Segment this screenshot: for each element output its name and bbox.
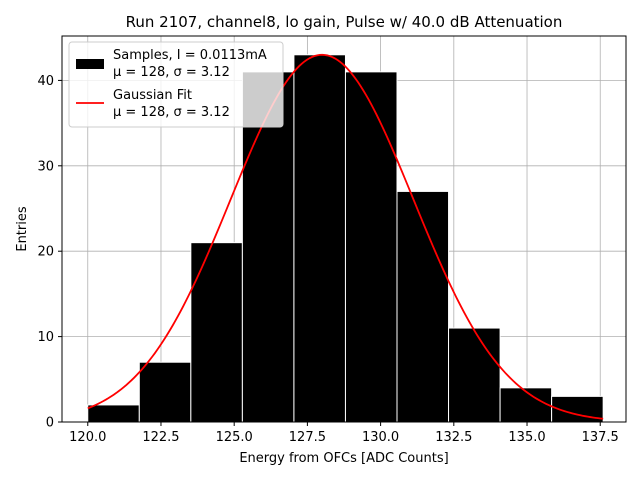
y-tick-label: 30 (37, 159, 54, 174)
histogram-bar (87, 404, 140, 423)
histogram-bar (448, 327, 501, 423)
x-tick-label: 125.0 (216, 430, 253, 445)
histogram-bar (138, 361, 192, 423)
x-tick-label: 120.0 (69, 430, 106, 445)
y-tick-label: 10 (37, 330, 54, 345)
histogram-bar (344, 71, 398, 423)
y-tick-label: 0 (46, 416, 54, 431)
histogram-bar (499, 387, 553, 423)
histogram-bar (190, 242, 243, 423)
legend-fit-stats: μ = 128, σ = 3.12 (113, 105, 230, 120)
legend-box (68, 41, 284, 128)
x-tick-label: 132.5 (435, 430, 472, 445)
legend: Samples, I = 0.0113mA μ = 128, σ = 3.12 … (68, 41, 284, 128)
legend-samples-swatch (76, 59, 104, 69)
y-axis-label: Entries (15, 206, 30, 252)
histogram-bar (293, 54, 346, 423)
histogram-bars (87, 54, 604, 423)
x-tick-label: 135.0 (508, 430, 545, 445)
x-tick-label: 130.0 (362, 430, 399, 445)
x-axis-label: Energy from OFCs [ADC Counts] (239, 451, 448, 466)
gaussian-fit-line (87, 53, 604, 420)
legend-fit-label: Gaussian Fit (113, 88, 192, 103)
x-tick-label: 127.5 (289, 430, 326, 445)
y-tick-label: 20 (37, 245, 54, 260)
chart-title: Run 2107, channel8, lo gain, Pulse w/ 40… (126, 13, 563, 31)
plot-frame (61, 35, 627, 423)
legend-samples-stats: μ = 128, σ = 3.12 (113, 65, 230, 80)
x-tick-label: 122.5 (142, 430, 179, 445)
legend-samples-label: Samples, I = 0.0113mA (113, 48, 267, 63)
x-tick-label: 137.5 (582, 430, 619, 445)
y-tick-label: 40 (37, 74, 54, 89)
x-axis-ticks: 120.0 122.5 125.0 127.5 130.0 132.5 135.0 137.5 (69, 422, 619, 445)
histogram-bar (396, 190, 450, 423)
y-axis-ticks: 0 10 20 30 40 (37, 74, 62, 431)
